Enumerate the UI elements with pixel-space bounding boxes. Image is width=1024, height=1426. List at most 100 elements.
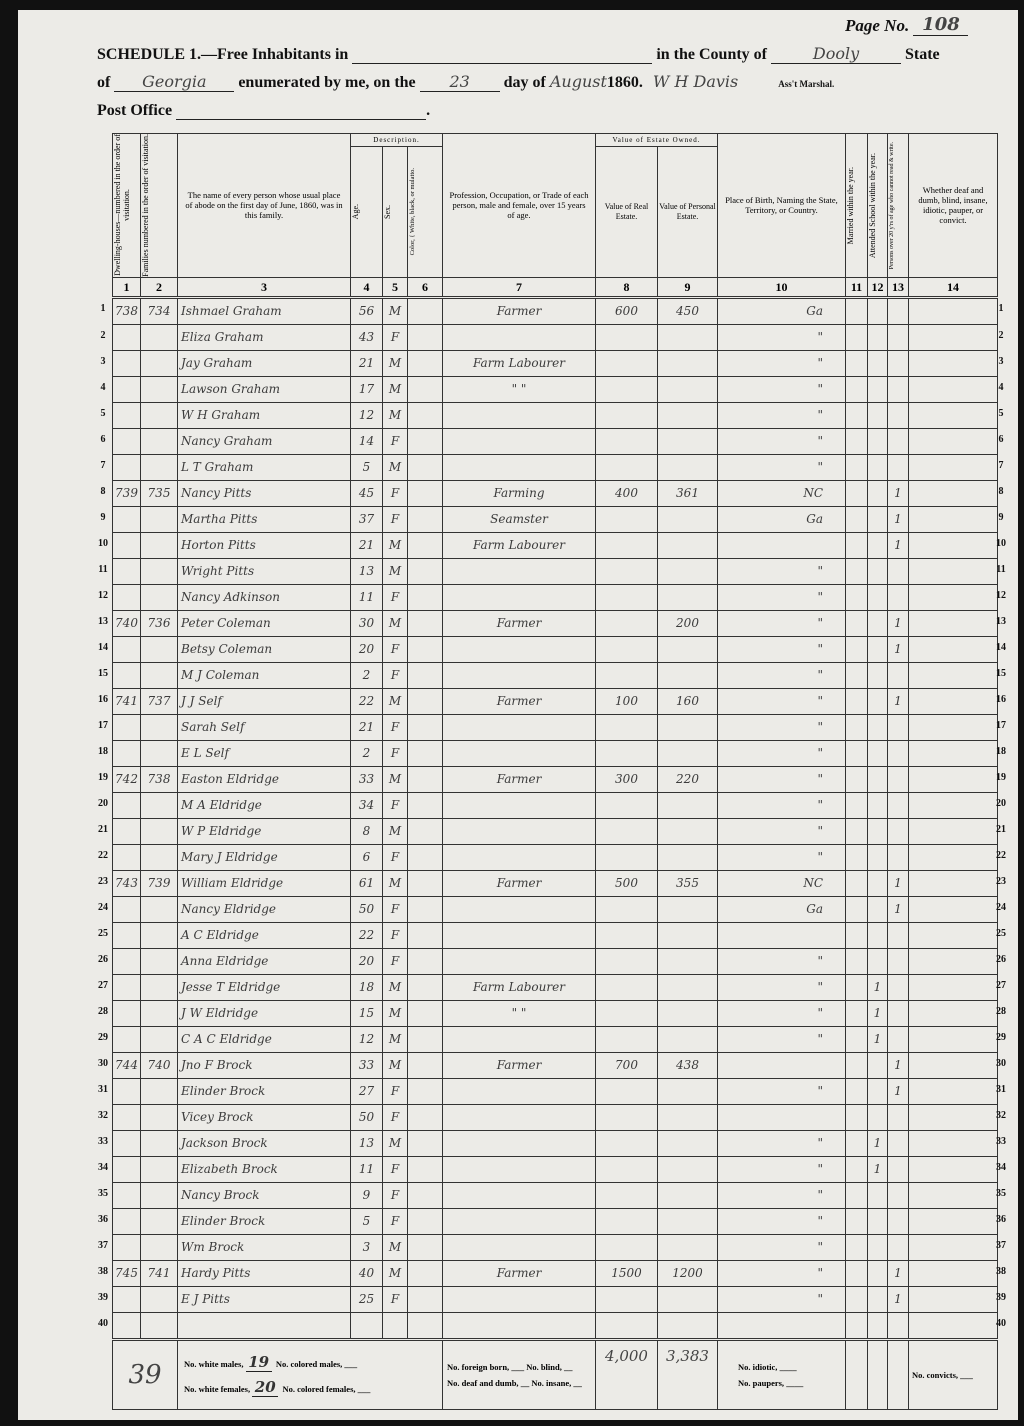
deaf-blind-cell xyxy=(908,973,998,1001)
occupation-cell: Farm Labourer xyxy=(442,531,596,559)
family-number-cell: 739 xyxy=(140,869,178,897)
person-name-cell: Lawson Graham xyxy=(177,375,351,403)
sex-cell: F xyxy=(382,323,408,351)
line-number-right: 26 xyxy=(996,954,1006,966)
deaf-blind-cell xyxy=(908,635,998,663)
family-number-cell: 735 xyxy=(140,479,178,507)
col-header-school: Attended School within the year. xyxy=(868,152,878,258)
occupation-cell xyxy=(442,1181,596,1209)
married-cell xyxy=(845,687,868,715)
insane-label: No. insane, xyxy=(531,1377,572,1388)
married-cell xyxy=(845,427,868,455)
real-estate-value-cell xyxy=(595,1025,658,1053)
age-cell: 20 xyxy=(350,635,383,663)
sex-cell: F xyxy=(382,739,408,767)
birthplace-cell: " xyxy=(717,1285,846,1313)
birthplace-cell: " xyxy=(717,427,846,455)
line-number-right: 4 xyxy=(998,382,1004,394)
cannot-read-write-cell: 1 xyxy=(887,1285,909,1313)
idiotic-label: No. idiotic, xyxy=(738,1361,778,1372)
col-header-birthplace: Place of Birth, Naming the State, Territ… xyxy=(717,133,846,278)
person-name-cell: Eliza Graham xyxy=(177,323,351,351)
birthplace-cell: " xyxy=(717,843,846,871)
dwelling-number-cell: 740 xyxy=(112,609,141,637)
color-cell xyxy=(407,557,443,585)
sex-cell: F xyxy=(382,1181,408,1209)
line-number-left: 34 xyxy=(98,1162,108,1174)
deaf-blind-cell xyxy=(908,1025,998,1053)
line-number-left: 4 xyxy=(100,382,106,394)
dwelling-number-cell xyxy=(112,557,141,585)
person-name-cell: Mary J Eldridge xyxy=(177,843,351,871)
cannot-read-write-cell: 1 xyxy=(887,531,909,559)
family-number-cell xyxy=(140,1129,178,1157)
line-number-right: 21 xyxy=(996,824,1006,836)
attended-school-cell xyxy=(867,687,888,715)
family-number-cell: 734 xyxy=(140,296,178,325)
birthplace-cell: " xyxy=(717,583,846,611)
age-cell: 21 xyxy=(350,713,383,741)
married-cell xyxy=(845,843,868,871)
line-number-left: 10 xyxy=(98,538,108,550)
deaf-blind-cell xyxy=(908,843,998,871)
person-name-cell: Elinder Brock xyxy=(177,1077,351,1105)
color-cell xyxy=(407,401,443,429)
sex-cell: M xyxy=(382,765,408,793)
attended-school-cell: 1 xyxy=(867,1129,888,1157)
col-header-description: Description. xyxy=(350,133,443,147)
deaf-blind-cell xyxy=(908,296,998,325)
real-estate-value-cell xyxy=(595,817,658,845)
line-number-right: 39 xyxy=(996,1292,1006,1304)
family-number-cell xyxy=(140,843,178,871)
line-number-left: 30 xyxy=(98,1058,108,1070)
real-estate-value-cell xyxy=(595,349,658,377)
occupation-cell: Farmer xyxy=(442,687,596,715)
sex-cell: M xyxy=(382,531,408,559)
personal-estate-total: 3,383 xyxy=(666,1346,709,1365)
dwelling-number-cell: 741 xyxy=(112,687,141,715)
table-row: 739 735 Nancy Pitts 45 F Farming 400 361 NC 1 xyxy=(112,479,998,507)
cannot-read-write-cell xyxy=(887,296,909,325)
table-row: E J Pitts 25 F " 1 xyxy=(112,1285,998,1313)
birthplace-cell: " xyxy=(717,323,846,351)
cannot-read-write-cell: 1 xyxy=(887,1077,909,1105)
attended-school-cell xyxy=(867,1103,888,1131)
real-estate-value-cell: 1500 xyxy=(595,1259,658,1287)
married-cell xyxy=(845,1025,868,1053)
family-number-cell: 738 xyxy=(140,765,178,793)
line-number-left: 17 xyxy=(98,720,108,732)
line-number-right: 20 xyxy=(996,798,1006,810)
deaf-blind-cell xyxy=(908,1051,998,1079)
occupation-cell: Seamster xyxy=(442,505,596,533)
line-number-left: 19 xyxy=(98,772,108,784)
family-number-cell xyxy=(140,817,178,845)
family-number-cell: 741 xyxy=(140,1259,178,1287)
occupation-cell: Farmer xyxy=(442,609,596,637)
deaf-blind-cell xyxy=(908,349,998,377)
married-cell xyxy=(845,895,868,923)
col-header-color: Color, { White, black, or mulatto. xyxy=(409,168,416,256)
personal-estate-value-cell xyxy=(657,583,718,611)
county-label: in the County of xyxy=(656,46,767,63)
occupation-cell: Farmer xyxy=(442,1259,596,1287)
married-cell xyxy=(845,869,868,897)
line-number-right: 34 xyxy=(996,1162,1006,1174)
real-estate-value-cell xyxy=(595,505,658,533)
cannot-read-write-cell: 1 xyxy=(887,609,909,637)
personal-estate-value-cell: 220 xyxy=(657,765,718,793)
real-estate-value-cell xyxy=(595,557,658,585)
married-cell xyxy=(845,1051,868,1079)
occupation-cell xyxy=(442,583,596,611)
married-cell xyxy=(845,1311,868,1340)
color-cell xyxy=(407,921,443,949)
age-cell: 50 xyxy=(350,895,383,923)
deaf-blind-cell xyxy=(908,921,998,949)
table-row: Mary J Eldridge 6 F " xyxy=(112,843,998,871)
deaf-blind-cell xyxy=(908,609,998,637)
cannot-read-write-cell xyxy=(887,739,909,767)
attended-school-cell xyxy=(867,1181,888,1209)
person-name-cell: Peter Coleman xyxy=(177,609,351,637)
age-cell xyxy=(350,1311,383,1340)
real-estate-value-cell xyxy=(595,999,658,1027)
age-cell: 20 xyxy=(350,947,383,975)
